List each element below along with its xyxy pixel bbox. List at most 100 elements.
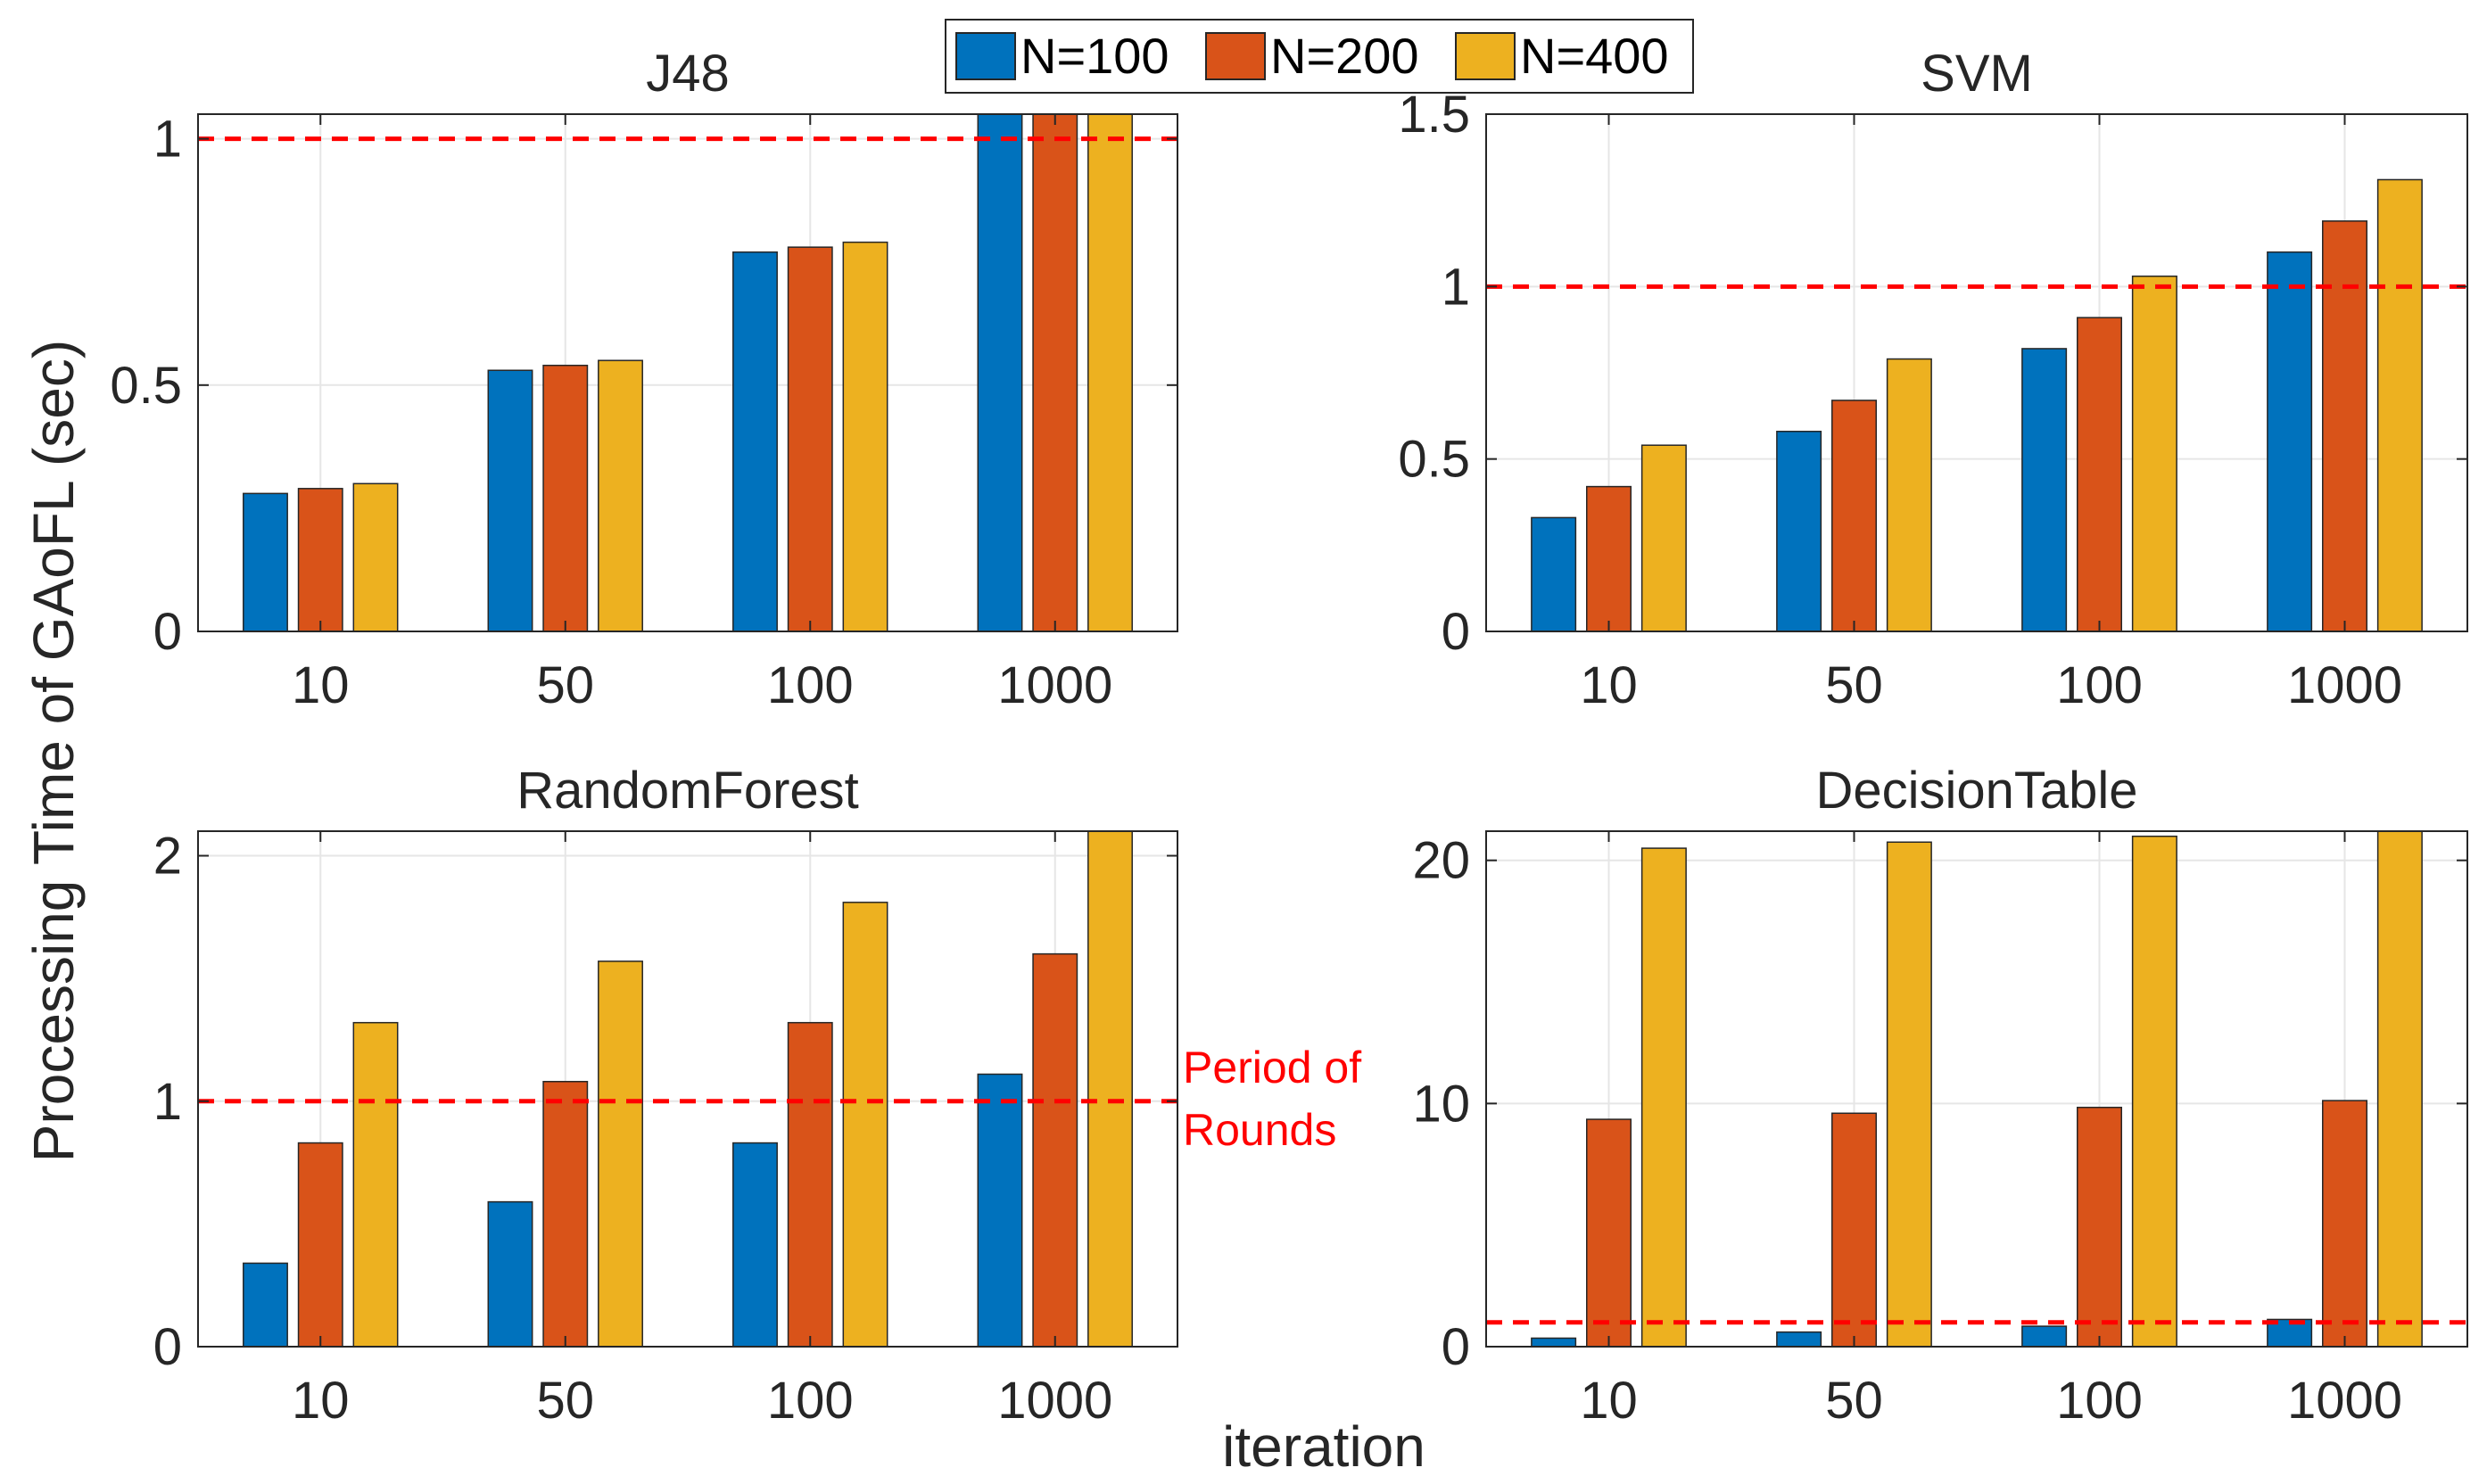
bar-n-100-100 <box>732 251 778 632</box>
bar-n-400-10 <box>1640 444 1687 632</box>
panel-randomforest: 0 1 2 10 50 100 1000 RandomForest <box>153 762 1178 1430</box>
bar-n-200-100 <box>787 246 833 632</box>
x-tick-label: 10 <box>292 656 350 714</box>
bar-n-200-100 <box>2077 1106 2122 1348</box>
bar-n-100-100 <box>2021 1325 2068 1348</box>
annotation-line-1: Period of <box>1183 1043 1361 1092</box>
legend-swatch <box>1455 32 1516 80</box>
y-tick-label: 0 <box>153 603 182 661</box>
panel-decisiontable: 0 10 20 10 50 100 1000 DecisionTable <box>1412 762 2468 1430</box>
bar-n-100-10 <box>1531 1337 1577 1348</box>
bar-n-100-1000 <box>977 113 1023 632</box>
x-tick-label: 50 <box>1825 1372 1883 1430</box>
x-tick-label: 1000 <box>2287 656 2402 714</box>
bar-n-400-100 <box>2131 835 2177 1348</box>
bar-n-400-50 <box>598 359 643 632</box>
x-tick-label: 50 <box>536 656 594 714</box>
bar-n-200-50 <box>542 364 589 632</box>
bar-n-200-50 <box>542 1080 589 1348</box>
bar-n-100-1000 <box>977 1073 1023 1348</box>
plot-area <box>1486 114 2467 631</box>
bar-n-200-1000 <box>1032 113 1078 632</box>
bar-n-200-100 <box>2077 317 2122 632</box>
plot-area <box>198 114 1177 631</box>
bar-n-400-100 <box>842 902 888 1348</box>
y-tick-label: 0 <box>153 1318 182 1376</box>
axes-box <box>1485 113 2468 632</box>
legend-label: N=400 <box>1520 28 1669 84</box>
annotation-line-2: Rounds <box>1183 1105 1336 1155</box>
x-tick-label: 1000 <box>997 656 1112 714</box>
bar-n-400-1000 <box>2376 178 2423 632</box>
legend-label: N=100 <box>1020 28 1169 84</box>
y-tick-label: 1.5 <box>1398 86 1470 144</box>
y-tick-label: 2 <box>153 828 182 886</box>
threshold-annotation: Period of Rounds <box>1183 1043 1361 1155</box>
bar-n-200-1000 <box>2322 220 2367 632</box>
bar-n-200-10 <box>1586 485 1632 632</box>
panel-j48: 0 0.5 1 10 50 100 1000 J48 <box>110 45 1178 714</box>
plot-area <box>198 831 1177 1347</box>
bar-n-400-1000 <box>1087 830 1133 1348</box>
y-tick-label: 20 <box>1412 832 1470 890</box>
legend-item-n-200: N=200 <box>1205 28 1419 84</box>
legend: N=100 N=200 N=400 <box>945 19 1694 94</box>
x-tick-label: 1000 <box>997 1372 1112 1430</box>
bar-n-200-50 <box>1831 1112 1877 1348</box>
x-tick-label: 10 <box>1580 1372 1638 1430</box>
bar-n-100-100 <box>2021 348 2068 632</box>
bar-n-200-1000 <box>1032 952 1078 1348</box>
x-tick-label: 100 <box>767 656 854 714</box>
axes-box <box>1485 830 2468 1348</box>
bar-n-100-100 <box>732 1142 778 1348</box>
bar-n-100-50 <box>1776 430 1822 632</box>
panel-title: RandomForest <box>516 762 859 820</box>
x-tick-label: 10 <box>292 1372 350 1430</box>
x-tick-label: 100 <box>2056 1372 2143 1430</box>
y-tick-label: 0 <box>1442 1318 1470 1376</box>
plot-area <box>1486 831 2467 1347</box>
bar-n-400-100 <box>2131 275 2177 632</box>
x-tick-label: 50 <box>536 1372 594 1430</box>
bar-n-400-100 <box>842 241 888 632</box>
bar-n-400-10 <box>352 1021 399 1348</box>
legend-item-n-400: N=400 <box>1455 28 1669 84</box>
x-tick-label: 100 <box>767 1372 854 1430</box>
bar-n-400-1000 <box>1087 113 1133 632</box>
bar-n-100-50 <box>487 369 533 632</box>
y-tick-label: 0 <box>1442 603 1470 661</box>
bar-n-100-10 <box>243 1262 288 1348</box>
x-axis-label: iteration <box>1222 1414 1425 1479</box>
bar-n-200-10 <box>297 488 343 632</box>
bar-n-400-10 <box>352 482 399 632</box>
legend-box <box>945 19 1694 94</box>
x-tick-label: 100 <box>2056 656 2143 714</box>
y-tick-label: 10 <box>1412 1075 1470 1133</box>
bar-n-400-50 <box>1886 358 1932 632</box>
panel-title: DecisionTable <box>1815 762 2137 820</box>
axes-box <box>197 113 1178 632</box>
bar-n-100-10 <box>243 492 288 632</box>
bar-n-400-50 <box>1886 841 1932 1348</box>
bar-n-100-50 <box>1776 1331 1822 1348</box>
legend-entries: N=100 N=200 N=400 <box>955 28 1669 84</box>
axes-box <box>197 830 1178 1348</box>
legend-item-n-100: N=100 <box>955 28 1169 84</box>
panel-title: SVM <box>1921 45 2033 103</box>
legend-swatch <box>1205 32 1266 80</box>
x-tick-label: 1000 <box>2287 1372 2402 1430</box>
bar-n-400-50 <box>598 960 643 1348</box>
bar-n-200-10 <box>297 1142 343 1348</box>
x-tick-label: 10 <box>1580 656 1638 714</box>
y-tick-label: 1 <box>1442 258 1470 316</box>
bar-n-200-1000 <box>2322 1100 2367 1348</box>
y-axis-label: Processing Time of GAoFL (sec) <box>21 340 86 1162</box>
y-tick-label: 0.5 <box>110 357 182 415</box>
bar-n-100-50 <box>487 1200 533 1348</box>
panel-title: J48 <box>646 45 730 103</box>
legend-label: N=200 <box>1270 28 1419 84</box>
bar-n-400-1000 <box>2376 830 2423 1348</box>
y-tick-label: 0.5 <box>1398 431 1470 489</box>
